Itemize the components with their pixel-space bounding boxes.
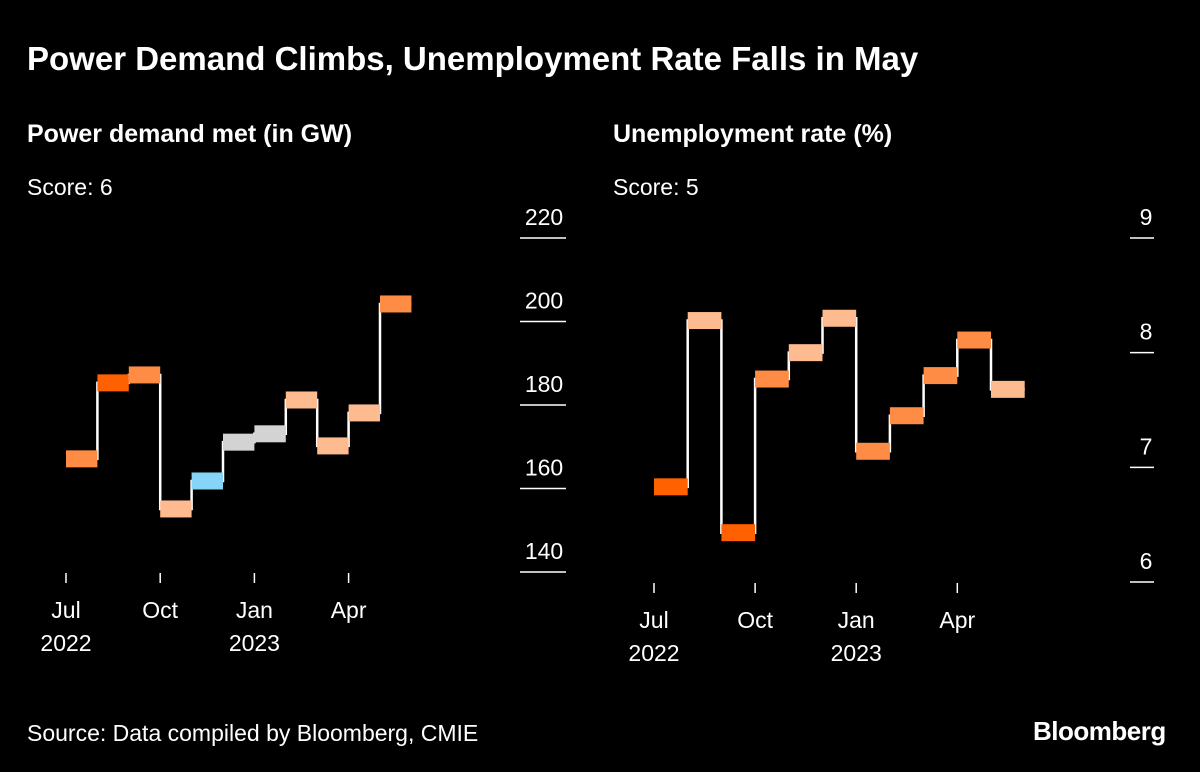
x-tick-label: Oct (142, 597, 178, 623)
score-bar-mar-2023 (923, 367, 958, 385)
x-tick-year-label: 2023 (229, 630, 280, 656)
x-tick-label: Oct (737, 607, 773, 633)
score-bar-nov-2022 (788, 344, 823, 362)
y-tick-label: 8 (1140, 319, 1153, 345)
right-chart-score: Score: 5 (613, 174, 699, 200)
right-chart-title: Unemployment rate (%) (613, 120, 893, 148)
score-bar-aug-2022 (687, 312, 722, 330)
y-tick-label: 9 (1140, 204, 1153, 230)
score-bar-sep-2022 (128, 366, 161, 384)
x-tick-label: Apr (331, 597, 367, 623)
score-bar-dec-2022 (822, 309, 857, 327)
score-bar-oct-2022 (755, 370, 789, 388)
score-bar-jul-2022 (66, 450, 98, 468)
y-tick-label: 220 (525, 204, 563, 230)
step-line (654, 317, 1025, 534)
left-chart-title: Power demand met (in GW) (27, 120, 353, 148)
score-bar-jul-2022 (654, 478, 688, 496)
score-bar-mar-2023 (317, 437, 349, 455)
x-tick-label: Jan (838, 607, 875, 633)
y-tick-label: 160 (525, 455, 563, 481)
left-chart-score: Score: 6 (27, 174, 113, 200)
y-tick-label: 200 (525, 288, 563, 314)
bloomberg-logo: Bloomberg (1033, 716, 1166, 746)
score-bar-oct-2022 (160, 500, 192, 518)
score-bar-feb-2023 (889, 407, 924, 425)
x-tick-year-label: 2022 (40, 630, 91, 656)
score-bar-nov-2022 (191, 472, 223, 490)
y-tick-label: 7 (1140, 433, 1153, 459)
score-bar-jan-2023 (254, 425, 286, 443)
chart-title: Power Demand Climbs, Unemployment Rate F… (27, 40, 919, 77)
y-tick-label: 140 (525, 538, 563, 564)
source-note: Source: Data compiled by Bloomberg, CMIE (27, 720, 479, 746)
x-tick-label: Jul (639, 607, 668, 633)
x-tick-year-label: 2022 (628, 640, 679, 666)
unemployment-chart: 6 7 8 9 Jul 2022 Oct Jan 2023 Apr (628, 204, 1154, 666)
score-bar-aug-2022 (97, 374, 129, 392)
x-tick-label: Jul (51, 597, 80, 623)
score-bar-dec-2022 (223, 433, 255, 451)
score-bar-apr-2023 (348, 404, 380, 422)
score-bar-apr-2023 (957, 331, 991, 349)
x-tick-year-label: 2023 (831, 640, 882, 666)
score-bar-sep-2022 (721, 524, 756, 542)
score-bar-feb-2023 (285, 391, 318, 409)
y-tick-label: 6 (1140, 548, 1153, 574)
score-bar-may-2023 (991, 380, 1025, 398)
power-demand-chart: 140 160 180 200 220 Jul 2022 Oct Jan 2023 Apr (40, 204, 566, 656)
x-tick-label: Apr (939, 607, 975, 633)
x-tick-label: Jan (236, 597, 273, 623)
score-bar-jan-2023 (856, 442, 890, 460)
y-tick-label: 180 (525, 371, 563, 397)
score-bar-may-2023 (380, 295, 412, 313)
